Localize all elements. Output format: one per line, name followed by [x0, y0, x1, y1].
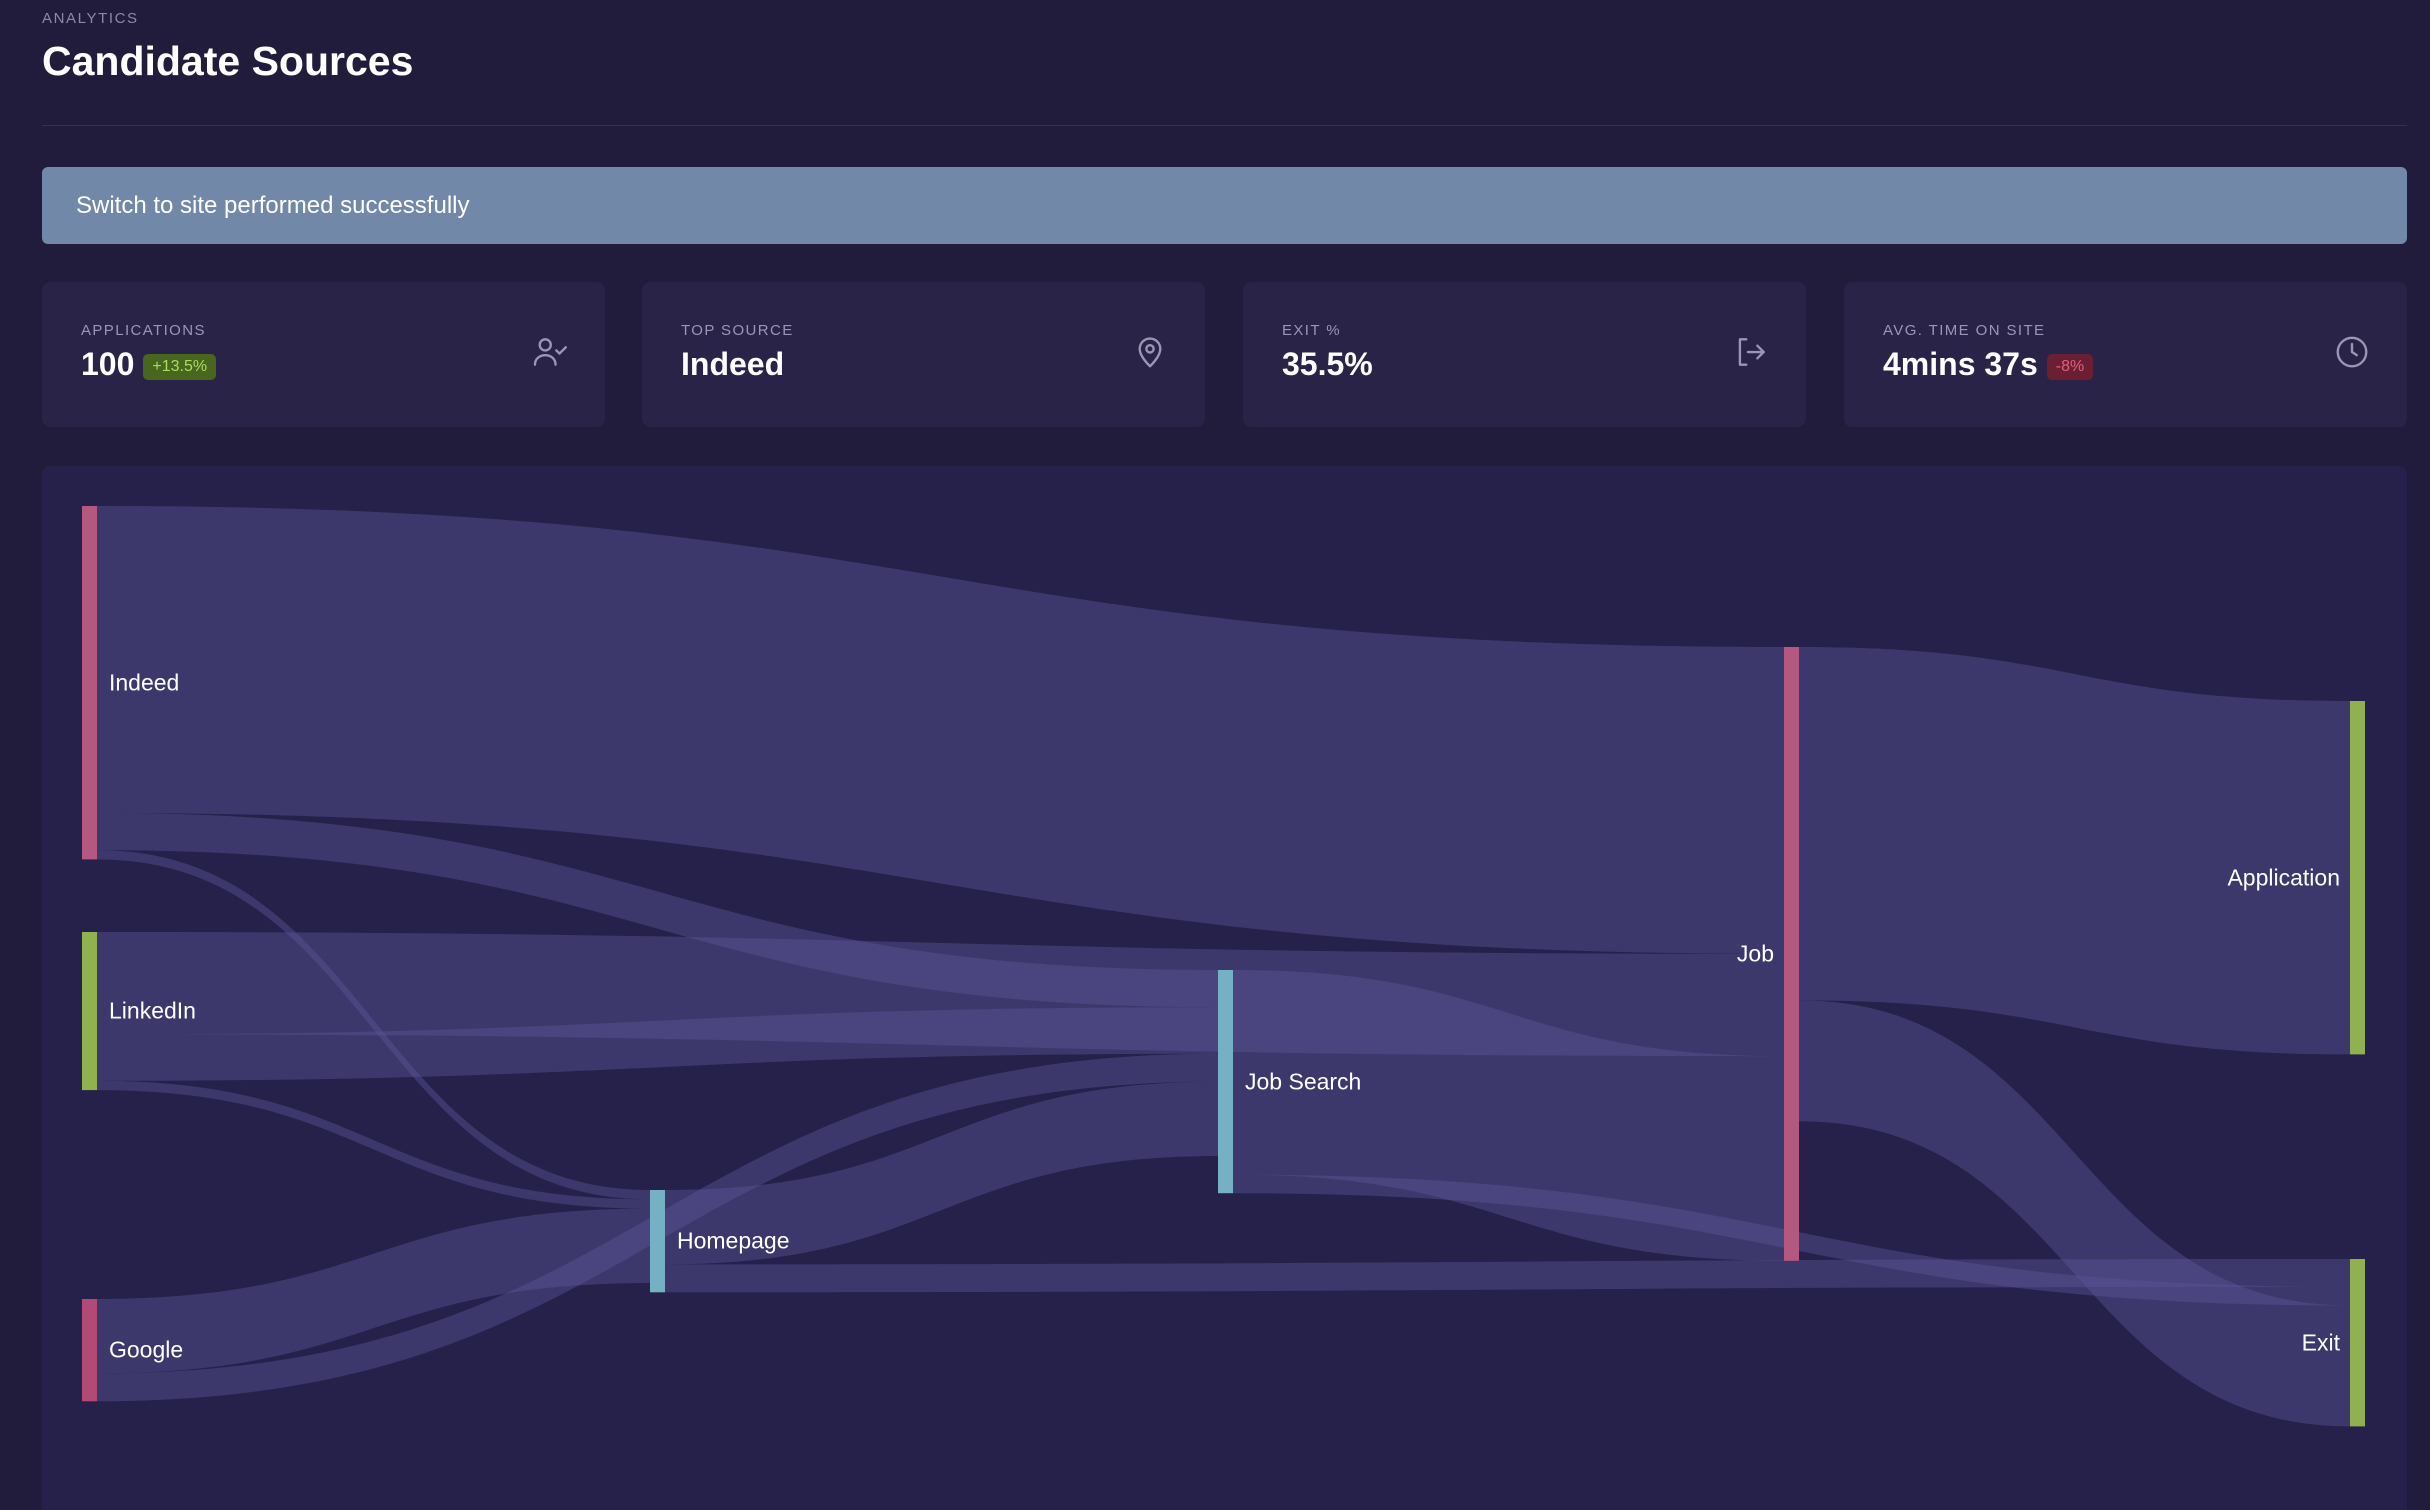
- kpi-value: 4mins 37s: [1883, 346, 2038, 382]
- sankey-link-google-homepage[interactable]: [97, 1208, 650, 1374]
- kpi-label: TOP SOURCE: [681, 322, 794, 339]
- sankey-label-application: Application: [2227, 864, 2340, 891]
- sankey-label-homepage: Homepage: [677, 1227, 790, 1254]
- kpi-value-row: 100 +13.5%: [81, 346, 217, 383]
- sankey-node-jobsearch[interactable]: [1218, 970, 1233, 1194]
- sankey-node-google[interactable]: [82, 1299, 97, 1402]
- kpi-value: 35.5%: [1282, 346, 1373, 382]
- sankey-node-application[interactable]: [2350, 701, 2365, 1055]
- kpi-value-row: 35.5%: [1282, 346, 1373, 383]
- header-divider: [42, 125, 2407, 126]
- kpi-value-row: Indeed: [681, 346, 784, 383]
- sankey-label-google: Google: [109, 1336, 184, 1363]
- kpi-value: Indeed: [681, 346, 785, 382]
- trend-badge: -8%: [2046, 353, 2094, 380]
- kpi-card-top-source: TOP SOURCE Indeed: [642, 282, 1205, 427]
- sankey-label-exit: Exit: [2301, 1329, 2340, 1356]
- map-pin-icon: [1138, 337, 1162, 368]
- sankey-label-job: Job: [1736, 940, 1774, 967]
- kpi-card-exit: EXIT % 35.5%: [1243, 282, 1806, 427]
- clock-icon: [2336, 336, 2368, 368]
- sankey-link-job-exit[interactable]: [1799, 1000, 2350, 1427]
- sankey-chart: Indeed LinkedIn Google Homepage Job Search Jo…: [42, 466, 2407, 1510]
- sankey-node-exit[interactable]: [2350, 1259, 2365, 1427]
- page-title: Candidate Sources: [42, 38, 414, 84]
- trend-badge: +13.5%: [143, 353, 217, 380]
- success-alert: Switch to site performed successfully: [42, 167, 2407, 244]
- user-check-icon: [533, 338, 568, 366]
- sankey-label-linkedin: LinkedIn: [109, 997, 196, 1024]
- sankey-svg: [82, 506, 2365, 1427]
- log-out-icon: [1738, 338, 1765, 366]
- sankey-node-indeed[interactable]: [82, 506, 97, 860]
- kpi-card-applications: APPLICATIONS 100 +13.5%: [42, 282, 605, 427]
- kpi-label: EXIT %: [1282, 322, 1341, 339]
- sankey-link-linkedin-jobsearch[interactable]: [97, 1007, 1218, 1081]
- sankey-label-indeed: Indeed: [109, 669, 180, 696]
- alert-message: Switch to site performed successfully: [76, 191, 470, 219]
- kpi-label: AVG. TIME ON SITE: [1883, 322, 2046, 339]
- kpi-value-row: 4mins 37s -8%: [1883, 346, 2094, 383]
- sankey-link-jobsearch-job[interactable]: [1233, 970, 1784, 1261]
- sankey-node-linkedin[interactable]: [82, 932, 97, 1091]
- sankey-link-indeed-homepage[interactable]: [97, 850, 650, 1200]
- kpi-value: 100: [81, 346, 135, 382]
- section-eyebrow: ANALYTICS: [42, 10, 139, 27]
- sankey-node-job[interactable]: [1784, 647, 1799, 1261]
- sankey-link-linkedin-homepage[interactable]: [97, 1080, 650, 1209]
- sankey-link-homepage-jobsearch[interactable]: [665, 1081, 1218, 1265]
- sankey-link-indeed-jobsearch[interactable]: [97, 812, 1218, 1008]
- sankey-label-jobsearch: Job Search: [1245, 1068, 1362, 1095]
- sankey-link-job-application[interactable]: [1799, 647, 2350, 1055]
- sankey-link-indeed-job[interactable]: [97, 506, 1784, 954]
- sankey-link-homepage-exit[interactable]: [665, 1259, 2350, 1293]
- kpi-label: APPLICATIONS: [81, 322, 206, 339]
- sankey-node-homepage[interactable]: [650, 1190, 665, 1293]
- kpi-card-avg-time: AVG. TIME ON SITE 4mins 37s -8%: [1844, 282, 2407, 427]
- sankey-link-linkedin-job[interactable]: [97, 932, 1784, 1057]
